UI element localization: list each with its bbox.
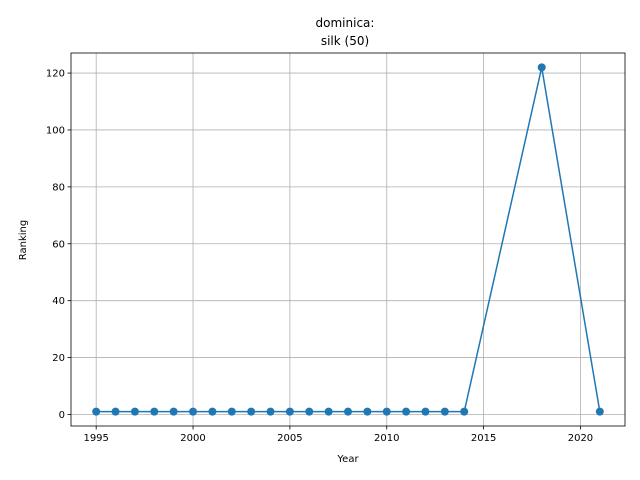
- y-tick-label: 60: [52, 239, 65, 250]
- data-point: [111, 407, 120, 416]
- data-point: [421, 407, 430, 416]
- chart-title-line1: dominica:: [316, 16, 375, 30]
- data-point: [344, 407, 352, 416]
- data-point: [402, 407, 411, 416]
- data-point: [92, 407, 101, 416]
- data-point: [595, 407, 604, 416]
- data-point: [363, 407, 372, 416]
- data-point: [266, 407, 275, 416]
- y-tick-label: 40: [52, 296, 65, 307]
- data-point: [440, 407, 449, 416]
- y-tick-label: 80: [52, 182, 65, 193]
- data-point: [208, 407, 217, 416]
- data-point: [130, 407, 139, 416]
- x-tick-label: 2020: [568, 433, 593, 444]
- data-point: [189, 407, 198, 416]
- y-tick-label: 100: [46, 125, 65, 136]
- data-point: [382, 407, 391, 416]
- data-point: [537, 63, 546, 72]
- data-point: [150, 407, 159, 416]
- data-point: [169, 407, 178, 416]
- data-point: [460, 407, 469, 416]
- plot-frame: [70, 52, 626, 427]
- x-tick-label: 2010: [374, 433, 399, 444]
- chart-title: dominica: silk (50): [316, 16, 375, 48]
- x-axis-label: Year: [336, 454, 359, 465]
- y-axis-label: Ranking: [18, 220, 29, 260]
- series-line: [96, 67, 601, 413]
- x-tick-label: 2005: [277, 433, 302, 444]
- data-point: [247, 407, 256, 416]
- y-tick-label: 120: [46, 69, 65, 80]
- y-tick-label: 0: [59, 410, 65, 421]
- data-point: [305, 407, 314, 416]
- y-tick-label: 20: [52, 353, 65, 364]
- axis-ticks: 1995 2000 2005 2010 2015 2020 0 20 40 60 80 100 120: [46, 69, 593, 444]
- grid-lines: [71, 53, 625, 426]
- x-tick-label: 2000: [180, 433, 205, 444]
- data-point: [285, 407, 294, 416]
- x-tick-label: 2015: [471, 433, 496, 444]
- series-layer: [92, 63, 604, 416]
- x-tick-label: 1995: [83, 433, 108, 444]
- chart-title-line2: silk (50): [321, 34, 369, 48]
- data-point: [324, 407, 333, 416]
- data-point: [227, 407, 236, 416]
